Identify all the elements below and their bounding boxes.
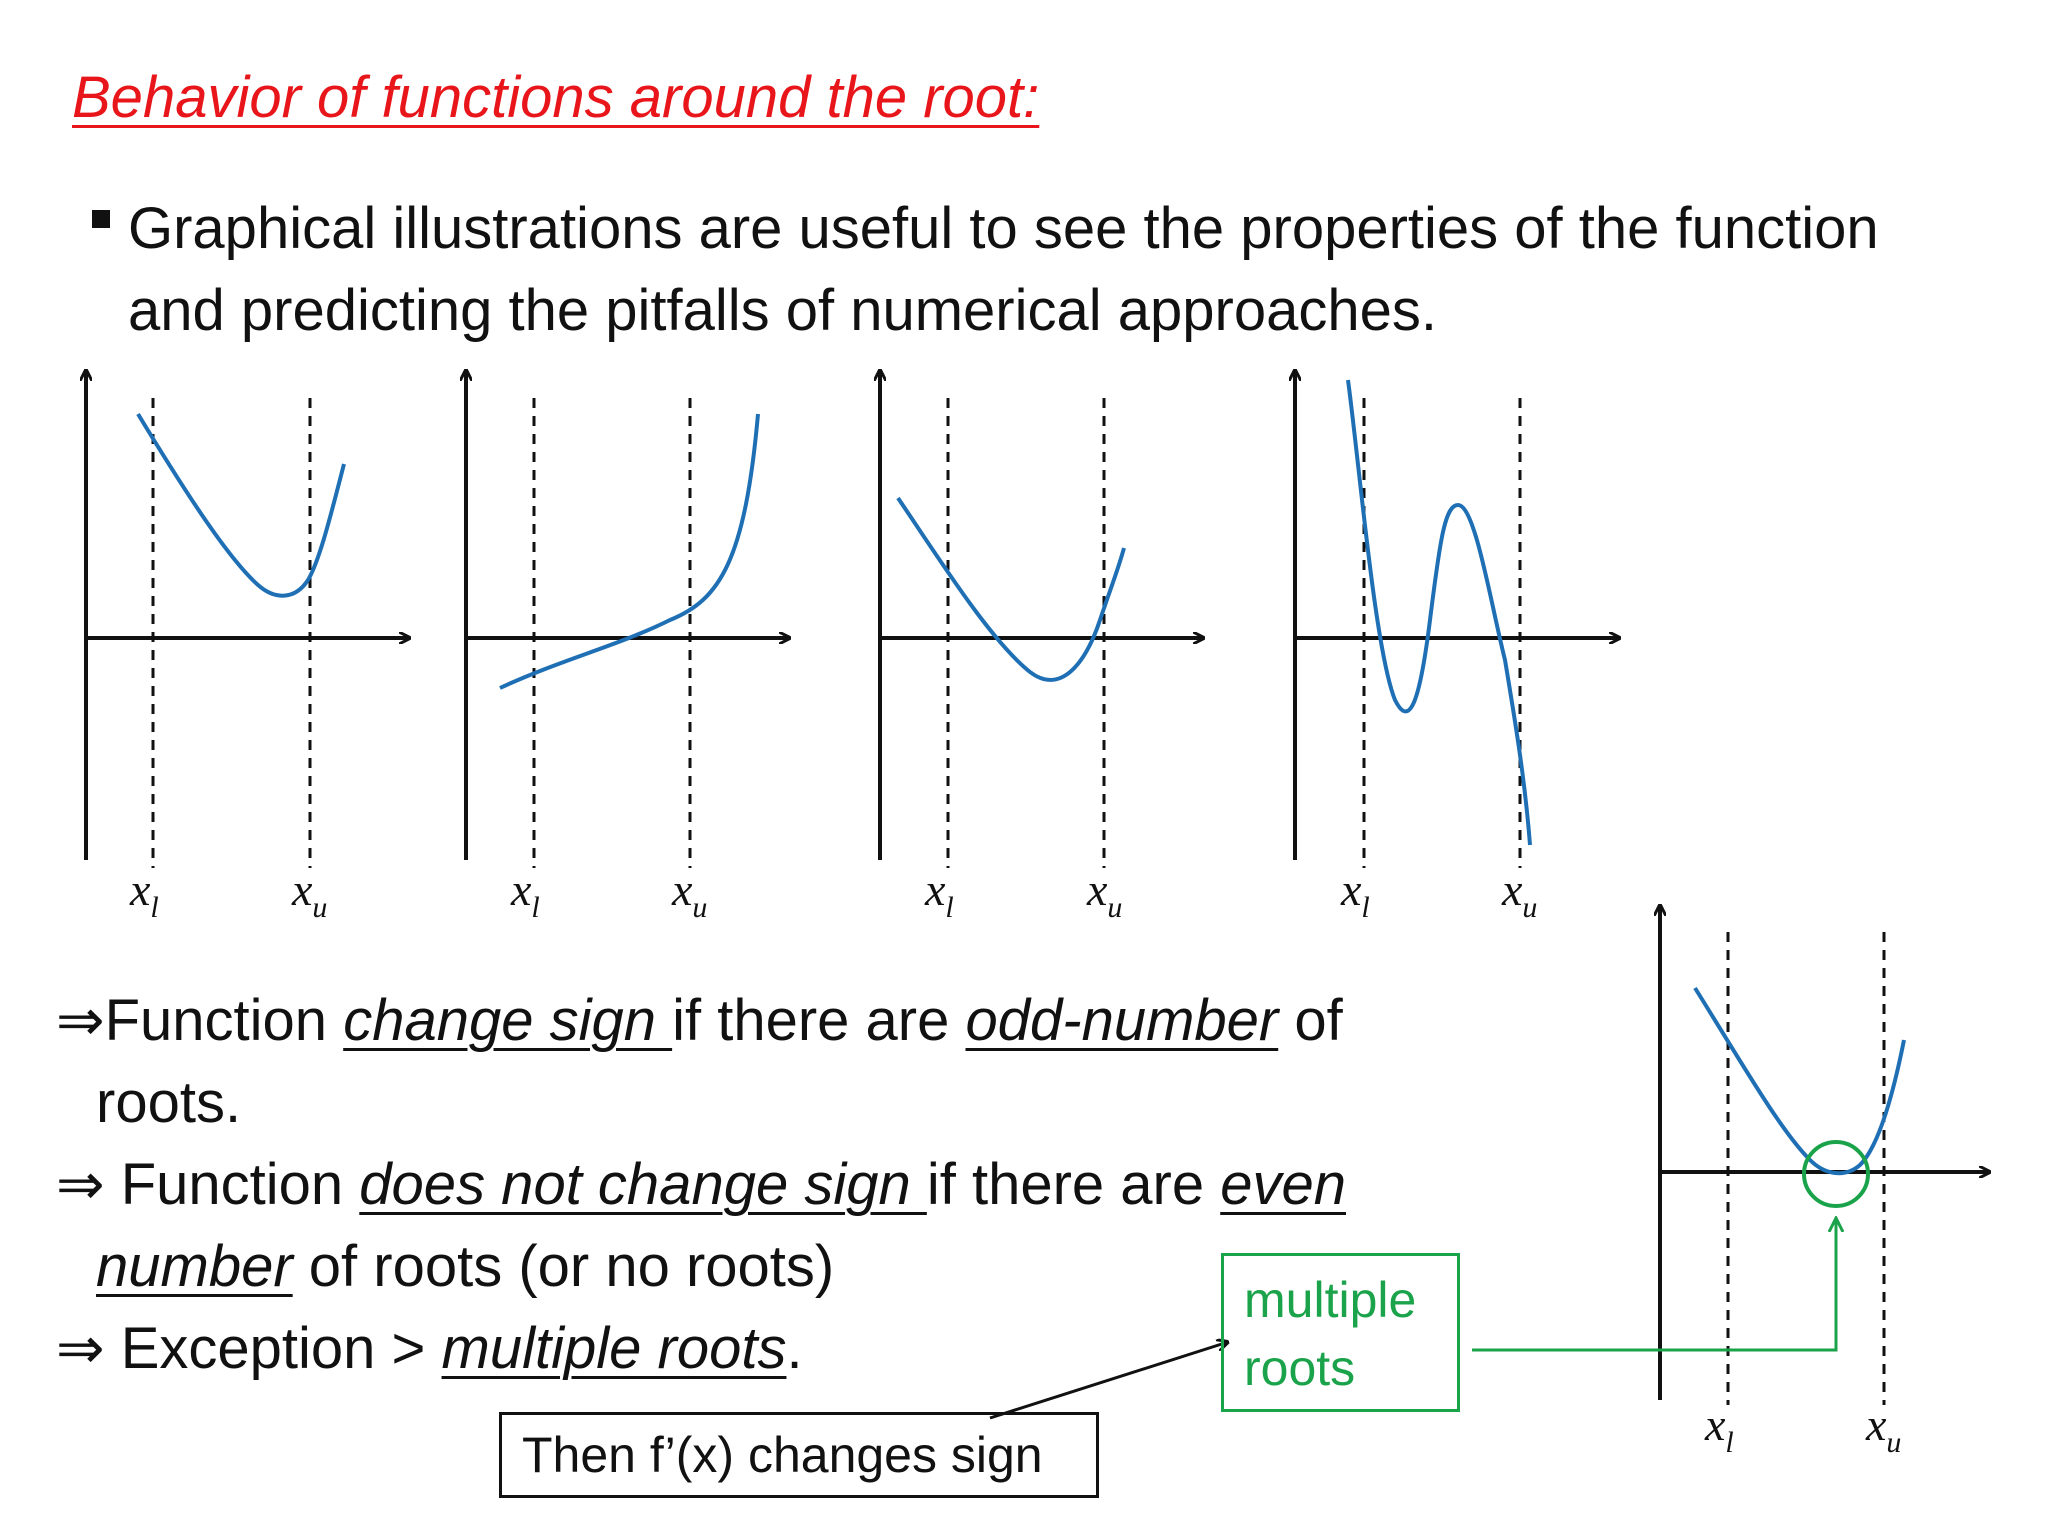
x-upper-label: xu: [671, 864, 707, 924]
callout-arrow: [989, 1342, 1228, 1420]
x-lower-label: xl: [129, 864, 159, 924]
x-lower-label: xl: [1340, 864, 1370, 924]
x-upper-label: xu: [1865, 1399, 1901, 1459]
graph-2: [466, 370, 790, 868]
multiple-roots-callout-box: multiple roots: [1221, 1253, 1460, 1412]
implies-arrow-icon: ⇒: [56, 1316, 105, 1381]
x-lower-label: xl: [924, 864, 954, 924]
statement-even-roots: ⇒ Function does not change sign if there…: [56, 1152, 1346, 1217]
x-upper-label: xu: [1501, 864, 1537, 924]
slide-title: Behavior of functions around the root:: [72, 65, 1040, 130]
graph-3: [880, 370, 1204, 868]
x-lower-label: xl: [1704, 1399, 1734, 1459]
implies-arrow-icon: ⇒: [56, 988, 105, 1053]
graph-1: [86, 370, 410, 868]
x-upper-label: xu: [291, 864, 327, 924]
double-root-highlight-circle: [1802, 1140, 1870, 1208]
curve: [1693, 986, 1906, 1176]
curve: [1346, 379, 1532, 846]
derivative-callout-box: Then f’(x) changes sign: [499, 1412, 1099, 1498]
statement-exception: ⇒ Exception > multiple roots.: [56, 1316, 803, 1381]
curve: [896, 496, 1126, 682]
statement-odd-roots-line2: roots.: [96, 1070, 242, 1135]
curve: [499, 413, 760, 690]
x-labels: xl xu xl xu xl xu xl xu xl xu: [129, 864, 1901, 1459]
implies-arrow-icon: ⇒: [56, 1152, 105, 1217]
x-upper-label: xu: [1086, 864, 1122, 924]
statement-even-roots-line2: number of roots (or no roots): [96, 1234, 835, 1299]
graph-4: [1295, 370, 1620, 868]
bullet-square-icon: [92, 210, 110, 228]
graph-5: [1472, 905, 1990, 1405]
x-lower-label: xl: [510, 864, 540, 924]
multiple-roots-line1: multiple: [1244, 1272, 1417, 1328]
statement-odd-roots: ⇒Function change sign if there are odd-n…: [56, 988, 1343, 1053]
green-connector-arrow: [1472, 1218, 1836, 1352]
bullet-text: Graphical illustrations are useful to se…: [128, 196, 1879, 343]
curve: [136, 412, 346, 598]
multiple-roots-line2: roots: [1244, 1340, 1356, 1396]
